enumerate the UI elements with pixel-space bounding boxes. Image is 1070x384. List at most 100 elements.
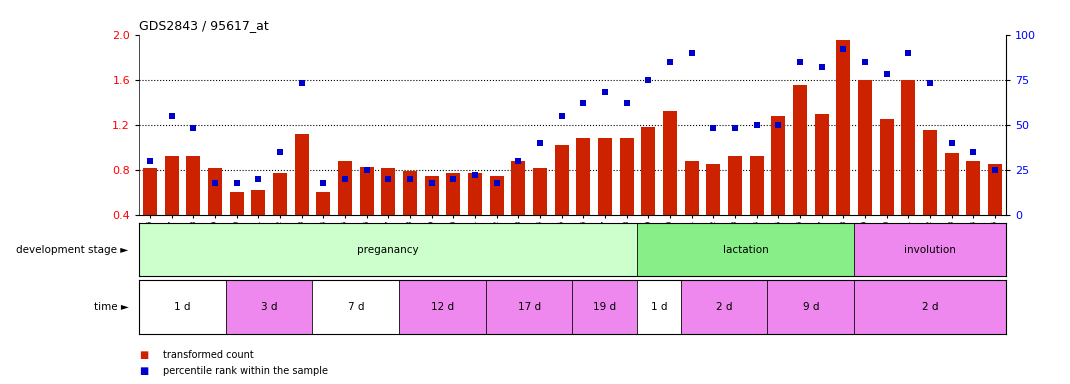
Text: 7 d: 7 d — [348, 302, 364, 312]
Point — [900, 50, 917, 56]
Bar — [598, 138, 612, 260]
Point — [467, 172, 484, 179]
Text: 17 d: 17 d — [518, 302, 540, 312]
Text: ■: ■ — [139, 350, 149, 360]
Point — [445, 176, 462, 182]
Bar — [533, 168, 547, 260]
Bar — [685, 161, 699, 260]
Point — [423, 179, 440, 185]
Bar — [681, 280, 767, 334]
Bar — [486, 280, 572, 334]
Bar — [638, 280, 681, 334]
Text: time ►: time ► — [93, 302, 128, 312]
Point — [336, 176, 353, 182]
Text: 9 d: 9 d — [802, 302, 819, 312]
Point — [380, 176, 397, 182]
Text: 3 d: 3 d — [261, 302, 277, 312]
Point — [249, 176, 266, 182]
Bar — [230, 192, 244, 260]
Bar — [767, 280, 854, 334]
Bar — [620, 138, 633, 260]
Point — [683, 50, 700, 56]
Text: 2 d: 2 d — [716, 302, 732, 312]
Bar — [837, 40, 851, 260]
Text: 1 d: 1 d — [174, 302, 190, 312]
Bar — [446, 173, 460, 260]
Bar — [814, 114, 828, 260]
Bar — [880, 119, 893, 260]
Point — [163, 113, 180, 119]
Bar — [381, 168, 395, 260]
Point — [987, 167, 1004, 173]
Bar — [638, 223, 854, 276]
Text: 1 d: 1 d — [651, 302, 668, 312]
Bar — [143, 168, 157, 260]
Point — [228, 179, 245, 185]
Text: 12 d: 12 d — [431, 302, 454, 312]
Bar — [750, 156, 764, 260]
Bar — [399, 280, 486, 334]
Bar — [572, 280, 638, 334]
Bar — [312, 280, 399, 334]
Point — [488, 179, 505, 185]
Point — [856, 59, 873, 65]
Point — [315, 179, 332, 185]
Bar — [425, 175, 439, 260]
Point — [769, 122, 786, 128]
Bar — [317, 192, 331, 260]
Text: involution: involution — [904, 245, 956, 255]
Point — [532, 140, 549, 146]
Bar — [139, 223, 638, 276]
Point — [401, 176, 418, 182]
Bar — [360, 167, 373, 260]
Bar — [186, 156, 200, 260]
Point — [141, 158, 158, 164]
Bar — [923, 131, 937, 260]
Text: transformed count: transformed count — [163, 350, 254, 360]
Bar — [901, 80, 915, 260]
Bar — [294, 134, 308, 260]
Bar — [706, 164, 720, 260]
Point — [748, 122, 765, 128]
Bar — [854, 280, 1006, 334]
Bar — [273, 173, 287, 260]
Point — [509, 158, 526, 164]
Text: ■: ■ — [139, 366, 149, 376]
Bar — [577, 138, 591, 260]
Text: 19 d: 19 d — [594, 302, 616, 312]
Bar — [468, 173, 482, 260]
Text: development stage ►: development stage ► — [16, 245, 128, 255]
Bar — [226, 280, 312, 334]
Bar — [251, 190, 265, 260]
Bar — [208, 168, 221, 260]
Point — [661, 59, 678, 65]
Point — [358, 167, 376, 173]
Bar — [945, 153, 959, 260]
Point — [792, 59, 809, 65]
Bar — [663, 111, 677, 260]
Point — [727, 125, 744, 131]
Bar — [403, 171, 417, 260]
Bar — [988, 164, 1002, 260]
Text: 2 d: 2 d — [921, 302, 938, 312]
Point — [553, 113, 570, 119]
Text: GDS2843 / 95617_at: GDS2843 / 95617_at — [139, 19, 269, 32]
Point — [965, 149, 982, 155]
Bar — [165, 156, 179, 260]
Bar — [139, 280, 226, 334]
Point — [835, 46, 852, 52]
Point — [640, 77, 657, 83]
Bar — [966, 161, 980, 260]
Point — [272, 149, 289, 155]
Bar — [858, 80, 872, 260]
Bar — [771, 116, 785, 260]
Text: lactation: lactation — [723, 245, 768, 255]
Point — [185, 125, 202, 131]
Point — [878, 71, 896, 77]
Point — [575, 100, 592, 106]
Point — [618, 100, 636, 106]
Point — [813, 64, 830, 70]
Bar — [338, 161, 352, 260]
Point — [293, 80, 310, 86]
Point — [207, 179, 224, 185]
